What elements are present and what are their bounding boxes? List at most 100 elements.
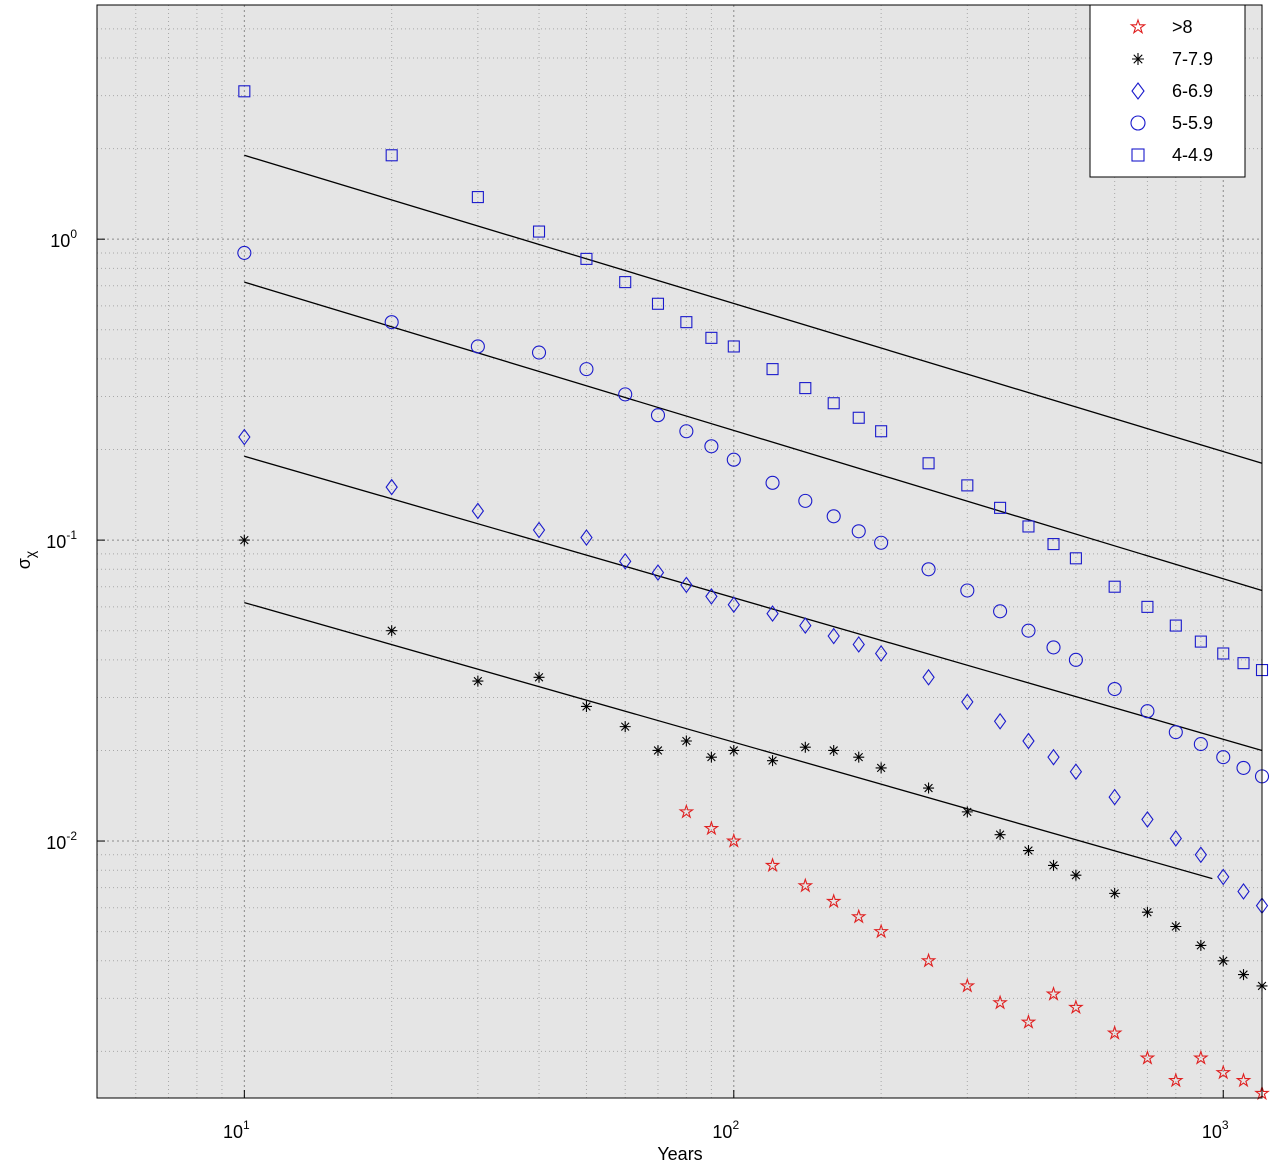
data-point	[826, 509, 841, 524]
data-point	[961, 806, 973, 818]
data-point	[1217, 955, 1229, 967]
data-point	[238, 85, 251, 98]
y-tick-label-exponent: -1	[66, 528, 77, 542]
data-point	[853, 751, 865, 763]
data-point	[920, 952, 937, 968]
fit-line	[244, 455, 1263, 752]
data-point	[799, 617, 812, 635]
data-point	[580, 252, 593, 265]
fit-line	[244, 281, 1263, 592]
data-point	[580, 529, 593, 546]
data-point	[580, 700, 592, 712]
data-point	[1216, 750, 1231, 765]
x-tick-label: 102	[712, 1118, 739, 1142]
data-point	[678, 803, 695, 819]
data-point	[238, 428, 251, 446]
data-point	[728, 744, 740, 756]
data-point	[851, 524, 866, 539]
data-point	[959, 977, 976, 993]
y-tick-label-base: 10	[50, 231, 70, 251]
legend: >8 7-7.9 6-6.9 5-5.9 4-4.9	[1089, 4, 1246, 178]
data-point	[532, 225, 546, 238]
data-point	[1168, 725, 1183, 740]
data-point	[237, 245, 252, 260]
data-point	[828, 744, 840, 756]
data-point	[1048, 859, 1060, 871]
data-point	[875, 762, 887, 774]
data-point	[827, 627, 840, 645]
data-point	[1237, 657, 1250, 670]
data-point	[852, 636, 865, 653]
x-tick-label-base: 10	[1202, 1122, 1222, 1142]
data-point	[726, 452, 741, 467]
legend-marker	[1131, 82, 1145, 100]
data-point	[680, 735, 692, 747]
data-point	[1108, 788, 1121, 806]
y-axis-label-sub: χ	[22, 550, 38, 558]
data-point	[764, 857, 781, 873]
data-point	[1217, 868, 1230, 886]
legend-label: 7-7.9	[1172, 49, 1213, 69]
data-point	[1106, 1024, 1123, 1040]
fit-lines	[244, 154, 1263, 880]
data-point	[1194, 635, 1207, 648]
data-point	[923, 782, 935, 794]
data-point	[1022, 732, 1035, 750]
y-tick-label-base: 10	[46, 833, 66, 853]
legend-marker	[1132, 53, 1144, 65]
data-point	[1235, 1072, 1252, 1088]
data-point	[1217, 647, 1230, 660]
data-point	[994, 501, 1007, 514]
data-point	[1141, 600, 1154, 613]
data-point	[1141, 906, 1153, 918]
data-point	[680, 576, 693, 594]
data-point	[922, 457, 935, 470]
data-point	[471, 502, 485, 520]
data-point	[1139, 1049, 1156, 1065]
data-point	[797, 877, 814, 893]
data-point	[799, 382, 812, 395]
data-point	[766, 363, 779, 376]
data-point	[850, 908, 867, 924]
data-marks	[237, 85, 1270, 1101]
data-point	[618, 387, 633, 402]
data-point	[1107, 681, 1122, 697]
y-tick-label-exponent: -2	[66, 829, 77, 843]
legend-marker	[1131, 148, 1145, 162]
data-point	[1068, 652, 1083, 667]
legend-label: 6-6.9	[1172, 81, 1213, 101]
grid	[97, 5, 1262, 1098]
legend-label: 5-5.9	[1172, 113, 1213, 133]
data-point	[1047, 538, 1060, 551]
data-point	[921, 562, 936, 577]
data-point	[1068, 999, 1084, 1015]
x-tick-label-exponent: 3	[1222, 1118, 1229, 1132]
x-tick-label-base: 10	[712, 1122, 732, 1142]
data-point	[1022, 845, 1034, 857]
data-point	[619, 721, 631, 733]
data-point	[1236, 760, 1251, 775]
legend-label: 4-4.9	[1172, 145, 1213, 165]
data-point	[1109, 887, 1121, 899]
data-point	[1108, 580, 1121, 593]
data-point	[386, 625, 398, 637]
data-point	[704, 439, 719, 454]
data-point	[1193, 737, 1208, 752]
data-point	[1045, 985, 1062, 1001]
legend-marker	[1130, 115, 1146, 131]
y-tick-label: 10-1	[46, 528, 77, 552]
data-point	[385, 149, 398, 162]
y-tick-label-base: 10	[46, 532, 66, 552]
data-point	[1022, 520, 1035, 533]
data-point	[385, 478, 398, 496]
x-tick-label-exponent: 1	[243, 1118, 250, 1132]
data-point	[1140, 704, 1155, 719]
x-tick-label: 101	[223, 1118, 250, 1142]
data-point	[703, 820, 720, 836]
x-tick-label-exponent: 2	[732, 1118, 739, 1132]
data-point	[652, 744, 664, 756]
data-point	[1194, 846, 1208, 864]
plot-frame	[96, 4, 1263, 1099]
data-point	[238, 534, 250, 546]
